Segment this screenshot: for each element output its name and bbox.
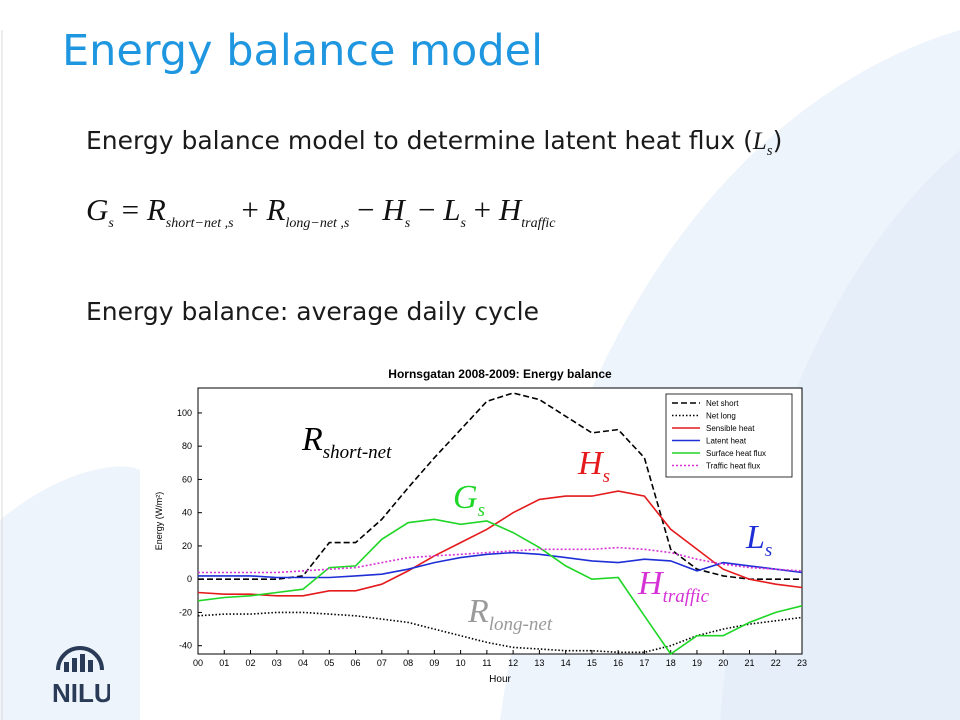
- bullet-daily-cycle: Energy balance: average daily cycle: [86, 297, 539, 326]
- x-tick-label: 09: [429, 658, 439, 668]
- x-tick-label: 16: [613, 658, 623, 668]
- x-tick-label: 11: [482, 658, 491, 668]
- legend-label: Net long: [706, 412, 736, 421]
- annotation-symbol: L: [745, 519, 765, 556]
- annotation-label: Htraffic: [637, 565, 710, 607]
- eq-plus: +: [473, 192, 492, 227]
- bullet-latent-heat-flux: Energy balance model to determine latent…: [86, 126, 782, 160]
- eq-term-r-long: R: [266, 192, 286, 227]
- annotation-symbol: G: [453, 479, 478, 516]
- series-line-net-long: [197, 611, 803, 654]
- energy-balance-chart: Hornsgatan 2008-2009: Energy balance -40 -…: [154, 367, 807, 685]
- bullet-variable: L: [752, 128, 767, 155]
- eq-minus: −: [417, 192, 436, 227]
- annotation-symbol: H: [637, 565, 665, 602]
- x-tick-label: 03: [272, 658, 282, 668]
- y-tick-label: 100: [177, 408, 192, 418]
- chart-title: Hornsgatan 2008-2009: Energy balance: [388, 367, 612, 381]
- annotation-label: Gs: [453, 479, 485, 521]
- series-line-latent-heat: [198, 551, 803, 579]
- bullet-text: Energy balance model to determine latent…: [86, 126, 753, 155]
- annotation-label: Ls: [745, 519, 772, 561]
- x-tick-label: 17: [639, 658, 649, 668]
- eq-term-r-short: R: [146, 192, 166, 227]
- y-tick-label: 60: [182, 474, 192, 484]
- x-tick-label: 02: [246, 658, 256, 668]
- eq-plus: +: [241, 192, 259, 227]
- x-tick-label: 23: [797, 658, 807, 668]
- eq-equals: =: [121, 192, 140, 227]
- bullet-variable-subscript: s: [766, 143, 773, 159]
- x-tick-label: 14: [561, 658, 571, 668]
- eq-minus: −: [357, 192, 375, 227]
- x-axis-label: Hour: [489, 674, 511, 685]
- annotation-symbol: H: [577, 445, 605, 482]
- y-tick-label: 20: [182, 541, 192, 551]
- bullet-text-end: ): [772, 126, 783, 155]
- x-tick-label: 12: [508, 658, 518, 668]
- legend-label: Sensible heat: [706, 424, 755, 433]
- y-axis-label: Energy (W/m²): [154, 492, 164, 551]
- x-tick-label: 20: [718, 658, 728, 668]
- eq-term-h-traffic: H: [498, 192, 522, 227]
- x-tick-label: 07: [377, 658, 387, 668]
- annotation-subscript: s: [478, 500, 485, 521]
- eq-term-l: L: [443, 192, 461, 227]
- x-tick-label: 05: [324, 658, 334, 668]
- annotation-subscript: long-net: [489, 614, 553, 635]
- x-tick-label: 13: [534, 658, 544, 668]
- series-line-sensible-heat: [197, 490, 803, 597]
- x-tick-label: 06: [351, 658, 361, 668]
- y-tick-label: 0: [187, 574, 192, 584]
- annotation-label: Hs: [577, 445, 610, 487]
- legend-label: Traffic heat flux: [706, 462, 760, 471]
- x-tick-label: 04: [298, 658, 308, 668]
- x-tick-label: 18: [666, 658, 676, 668]
- annotation-symbol: R: [301, 421, 323, 458]
- series-line-traffic-heat-flux: [198, 546, 803, 574]
- logo-text: NILU: [52, 678, 110, 708]
- eq-term-l-sub: s: [460, 216, 466, 232]
- x-tick-label: 22: [771, 658, 781, 668]
- legend-box: [665, 393, 793, 478]
- x-tick-label: 10: [456, 658, 466, 668]
- energy-balance-equation: Gs = Rshort−net ,s + Rlong−net ,s − Hs −…: [86, 192, 556, 232]
- eq-lhs-sub: s: [108, 216, 114, 232]
- annotation-label: Rlong-net: [467, 593, 553, 635]
- annotation-subscript: s: [765, 540, 772, 561]
- x-tick-label: 00: [193, 658, 203, 668]
- annotation-symbol: R: [467, 593, 489, 630]
- eq-term-h: H: [382, 192, 405, 227]
- eq-term-h-traffic-sub: traffic: [521, 216, 556, 232]
- legend-label: Latent heat: [706, 437, 747, 446]
- annotation-label: Rshort-net: [301, 421, 392, 463]
- nilu-logo: NILU: [52, 646, 110, 708]
- x-tick-label: 15: [587, 658, 597, 668]
- eq-term-r-long-sub: long−net ,s: [285, 216, 350, 232]
- y-tick-label: 80: [182, 441, 192, 451]
- x-tick-label: 08: [403, 658, 413, 668]
- x-tick-label: 21: [744, 658, 754, 668]
- eq-term-r-short-sub: short−net ,s: [165, 216, 234, 232]
- y-tick-label: 40: [182, 508, 192, 518]
- series-line-net-short: [198, 392, 802, 580]
- annotation-subscript: s: [603, 466, 610, 487]
- legend-label: Surface heat flux: [706, 449, 766, 458]
- y-tick-label: -40: [179, 641, 192, 651]
- x-tick-label: 01: [219, 658, 229, 668]
- x-tick-label: 19: [692, 658, 702, 668]
- annotation-subscript: short-net: [323, 442, 392, 463]
- eq-lhs: G: [86, 192, 109, 227]
- annotation-subscript: traffic: [663, 586, 710, 607]
- series-line-surface-heat-flux: [197, 518, 803, 656]
- page-title: Energy balance model: [62, 26, 544, 76]
- y-tick-label: -20: [179, 607, 192, 617]
- legend-label: Net short: [706, 399, 739, 408]
- eq-term-h-sub: s: [404, 216, 411, 232]
